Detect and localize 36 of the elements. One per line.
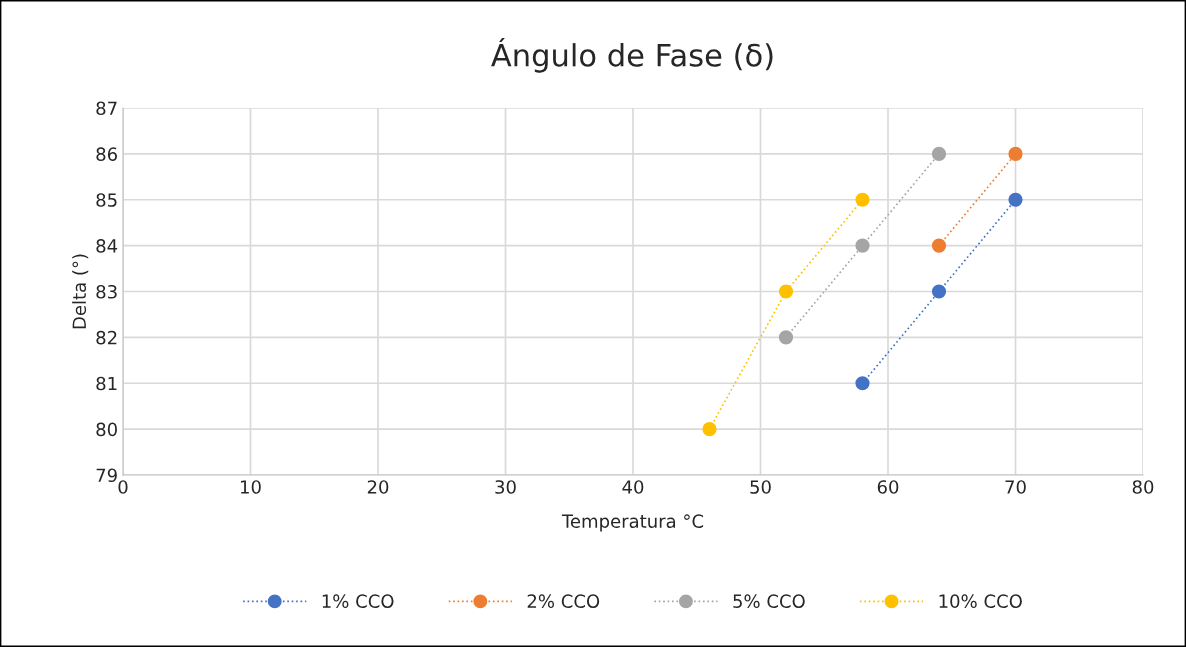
x-tick-label: 10 (241, 480, 261, 494)
chart-title: Ángulo de Fase (δ) (491, 38, 773, 73)
point (855, 192, 870, 207)
y-tick-label: 81 (96, 376, 117, 391)
point (702, 422, 717, 437)
point (1008, 146, 1023, 161)
y-tick-label: 85 (96, 193, 117, 207)
legend-label: 1% CCO (322, 594, 394, 608)
point (1008, 192, 1023, 207)
x-tick-label: 30 (495, 480, 516, 494)
y-tick-label: 87 (96, 101, 117, 116)
legend-label: 5% CCO (733, 594, 805, 608)
point (855, 376, 870, 391)
y-tick-label: 83 (96, 284, 117, 299)
legend-label: 10% CCO (939, 594, 1022, 608)
y-tick-label: 86 (96, 147, 117, 161)
y-tick-label: 80 (96, 422, 117, 437)
y-tick-label: 82 (96, 330, 117, 345)
x-tick-label: 20 (367, 480, 389, 494)
x-axis-title: Temperatura °C (561, 514, 704, 532)
y-tick-label: 79 (96, 468, 117, 483)
point (778, 330, 794, 345)
point (931, 238, 947, 253)
y-axis-title: Delta (°) (72, 254, 89, 329)
x-tick-label: 80 (1132, 480, 1154, 494)
legend-label: 2% CCO (527, 594, 600, 608)
point (778, 284, 794, 299)
y-tick-label: 84 (96, 239, 118, 253)
x-tick-label: 50 (750, 480, 771, 494)
x-tick-label: 70 (1005, 480, 1026, 494)
x-tick-label: 60 (877, 480, 899, 494)
x-tick-label: 0 (118, 480, 128, 494)
point (855, 238, 870, 253)
point (931, 284, 947, 299)
x-tick-label: 40 (622, 480, 644, 494)
point (931, 146, 947, 161)
